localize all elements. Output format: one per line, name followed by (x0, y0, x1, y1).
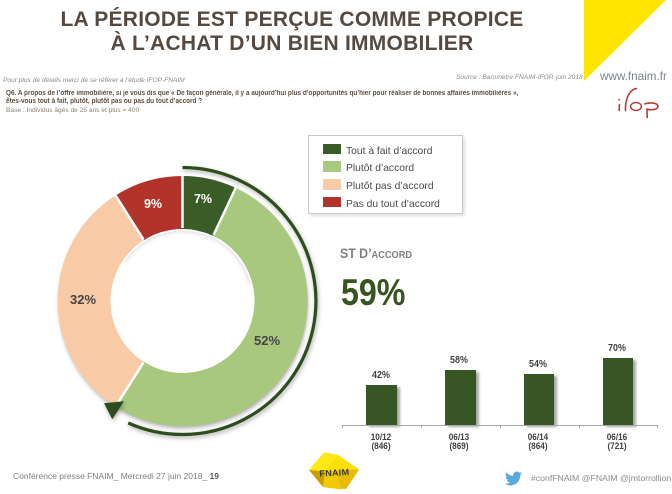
svg-text:FNAIM: FNAIM (319, 467, 349, 479)
